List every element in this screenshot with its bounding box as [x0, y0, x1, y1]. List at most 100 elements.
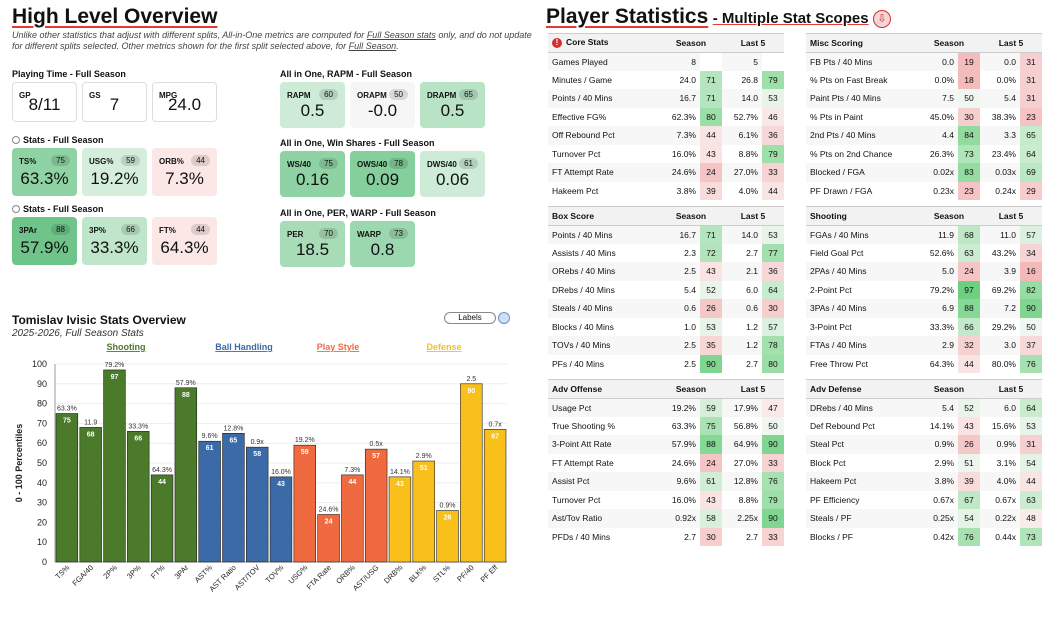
stat-value: 0.42x: [933, 531, 954, 542]
bar-raw-label: 11.9: [84, 419, 97, 426]
bar: [174, 387, 198, 563]
stat-percentile: 53: [762, 225, 784, 244]
table-row: Def Rebound Pct 14.1% 43 15.6% 53: [806, 416, 1042, 435]
table-row: FT Attempt Rate 24.6% 24 27.0% 33: [548, 163, 784, 182]
table-row: Turnover Pct 16.0% 43 8.8% 79: [548, 490, 784, 509]
labels-toggle-knob[interactable]: [498, 312, 510, 324]
ws-header: All in One, Win Shares - Full Season: [280, 138, 435, 148]
last5-column-header: Last 5: [980, 379, 1042, 399]
stat-name: PF Efficiency: [810, 494, 860, 505]
x-tick-label: AST%: [193, 563, 215, 585]
stat-value: 2.5: [660, 336, 700, 355]
bar-raw-label: 2.5: [466, 376, 476, 383]
stat-value: 0.9%: [980, 435, 1020, 454]
stat-value: 0.9%: [918, 435, 958, 454]
percentile-badge: 50: [389, 89, 408, 100]
stat-name: FB Pts / 40 Mins: [806, 52, 918, 71]
stats-table: Adv Offense Season Last 5 Usage Pct 19.2% 59 1…: [548, 379, 784, 546]
page-title: High Level Overview: [12, 5, 218, 28]
table-row: FB Pts / 40 Mins 0.0 19 0.0 31: [806, 52, 1042, 71]
bar-percentile-label: 75: [63, 418, 71, 425]
stat-percentile: 36: [762, 262, 784, 281]
table-row: Field Goal Pct 52.6% 63 43.2% 34: [806, 243, 1042, 262]
table-row: Blocked / FGA 0.02x 83 0.03x 69: [806, 163, 1042, 182]
bar-percentile-label: 24: [325, 518, 333, 525]
bar-percentile-label: 97: [111, 374, 119, 381]
stat-percentile: 78: [762, 336, 784, 355]
stat-percentile: 44: [700, 126, 722, 145]
scope-icon[interactable]: ⇩: [873, 10, 892, 28]
table-row: Off Rebound Pct 7.3% 44 6.1% 36: [548, 126, 784, 145]
stat-percentile: 44: [762, 181, 784, 200]
stat-percentile: 24: [700, 453, 722, 472]
stat-value: 24.6%: [671, 457, 696, 468]
stat-name: Turnover Pct: [552, 494, 601, 505]
stat-value: 69.2%: [991, 284, 1016, 295]
stats-table: Adv Defense Season Last 5 DRebs / 40 Mins 5.…: [806, 379, 1042, 546]
bar-percentile-label: 59: [301, 449, 309, 456]
bar: [246, 446, 269, 563]
alert-icon[interactable]: !: [552, 38, 562, 49]
stats-table: Misc Scoring Season Last 5 FB Pts / 40 Mins…: [806, 33, 1042, 200]
stat-percentile: 24: [700, 163, 722, 182]
percentile-badge: 44: [191, 224, 210, 235]
stat-value: 7.5: [918, 89, 958, 108]
stat-name: Turnover Pct: [552, 148, 601, 159]
stat-value: 2.5: [660, 262, 700, 281]
stat-percentile: 43: [700, 262, 722, 281]
stat-percentile: 23: [1020, 107, 1042, 126]
stat-value: 8.8%: [738, 494, 758, 505]
stat-name: FT Attempt Rate: [552, 457, 614, 468]
bar-percentile-label: 88: [182, 392, 190, 399]
card-label: 3PAr: [19, 226, 38, 235]
stat-percentile: 37: [1020, 336, 1042, 355]
stat-percentile: 84: [958, 126, 980, 145]
radio-icon[interactable]: [12, 205, 20, 213]
stat-name: 2nd Pts / 40 Mins: [806, 126, 918, 145]
stat-percentile: 73: [1020, 527, 1042, 546]
bar: [341, 474, 364, 563]
y-tick-label: 50: [37, 458, 47, 468]
card-value: 0.09: [365, 170, 400, 189]
stat-card: FT% 44 64.3%: [152, 217, 217, 265]
stat-percentile: 26: [958, 435, 980, 454]
stat-value: 11.9: [918, 225, 958, 244]
bar-percentile-label: 57: [372, 453, 380, 460]
stat-value: 1.0: [684, 321, 696, 332]
stat-percentile: 33: [762, 453, 784, 472]
stat-value: 2.9%: [934, 457, 954, 468]
labels-toggle-button[interactable]: Labels: [444, 312, 496, 324]
y-tick-label: 40: [37, 478, 47, 488]
bar-percentile-label: 26: [444, 515, 452, 522]
percentile-badge: 60: [319, 89, 338, 100]
stat-value: 2.7: [746, 247, 758, 258]
bar-raw-label: 0.5x: [370, 441, 384, 448]
stat-value: 9.6%: [660, 472, 700, 491]
table-row: % Pts in Paint 45.0% 30 38.3% 23: [806, 107, 1042, 126]
card-label: PER: [287, 230, 304, 239]
x-tick-label: TS%: [53, 563, 71, 581]
stat-value: 62.3%: [671, 111, 696, 122]
bar-raw-label: 0.7x: [488, 421, 502, 428]
stats-bar-chart: Shooting Ball Handling Play Style Defense 0 1…: [14, 342, 507, 593]
stat-value: 7.2: [980, 299, 1020, 318]
full-season-link[interactable]: Full Season: [348, 41, 397, 51]
bar: [317, 514, 340, 563]
radio-icon[interactable]: [12, 136, 20, 144]
table-row: TOVs / 40 Mins 2.5 35 1.2 78: [548, 336, 784, 355]
stat-percentile: 31: [1020, 89, 1042, 108]
table-row: ORebs / 40 Mins 2.5 43 2.1 36: [548, 262, 784, 281]
full-season-stats-link[interactable]: Full Season stats: [366, 30, 436, 40]
stat-name: Points / 40 Mins: [548, 89, 660, 108]
bar: [388, 476, 412, 563]
stat-name: FT Attempt Rate: [548, 163, 660, 182]
stat-name: Off Rebound Pct: [548, 126, 660, 145]
stat-value: 6.0: [746, 284, 758, 295]
stat-value: 0.0: [980, 52, 1020, 71]
table-row: Paint Pts / 40 Mins 7.5 50 5.4 31: [806, 89, 1042, 108]
stat-percentile: 33: [762, 527, 784, 546]
stat-percentile: 57: [1020, 225, 1042, 244]
card-value: 57.9%: [20, 238, 69, 257]
stat-value: 0.67x: [995, 494, 1016, 505]
table-row: Games Played 8 5: [548, 52, 784, 71]
